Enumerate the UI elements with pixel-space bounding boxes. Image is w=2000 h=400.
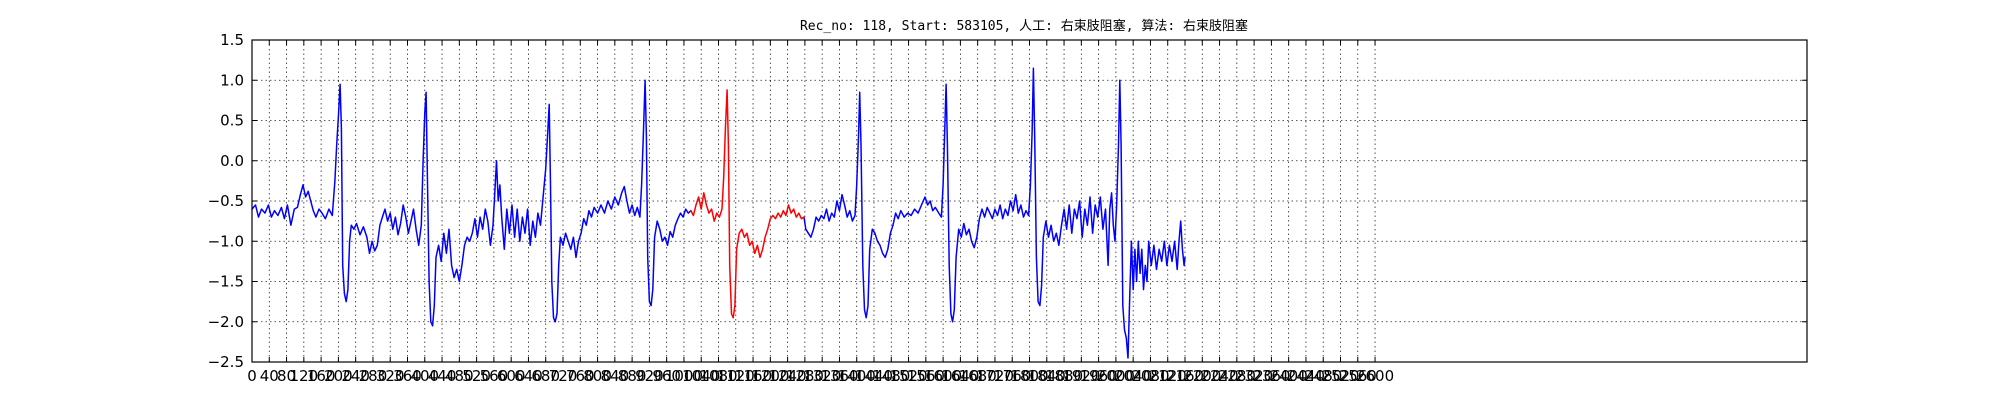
x-tick-label: 2240 [1200,367,1238,385]
x-tick-label: 1960 [1080,367,1118,385]
x-tick-label: 1240 [769,367,807,385]
series-layer [251,67,1186,359]
x-tick-label: 2560 [1339,367,1377,385]
x-tick-label: 2400 [1270,367,1308,385]
x-tick-label: 600 [497,367,526,385]
x-tick-label: 520 [462,367,491,385]
x-tick-label: 1160 [734,367,772,385]
x-tick-label: 480 [445,367,474,385]
y-tick-label: 0.5 [220,112,244,130]
x-tick-label: 0 [247,367,257,385]
x-tick-labels: 0 408012016020024028032036040044048052056… [247,367,1394,385]
x-tick-label: 2520 [1321,367,1359,385]
x-tick-label: 880 [618,367,647,385]
x-tick-label: 1800 [1010,367,1048,385]
x-tick-label: 2480 [1304,367,1342,385]
x-tick-label: 1000 [665,367,703,385]
x-tick-label: 40 [260,367,279,385]
x-tick-label: 280 [359,367,388,385]
x-tick-label: 2000 [1097,367,1135,385]
blue-series-line-1 [803,67,1186,359]
y-tick-label: −1.5 [208,273,244,291]
x-tick-label: 2080 [1131,367,1169,385]
x-tick-label: 1920 [1062,367,1100,385]
y-tick-labels: −2.5 −2.0 −1.5 −1.0 −0.5 0.0 0.5 1.0 1.5 [208,31,244,371]
x-tick-label: 1040 [682,367,720,385]
x-tick-label: 920 [635,367,664,385]
x-tick-label: 680 [531,367,560,385]
x-tick-label: 1400 [838,367,876,385]
x-tick-label: 960 [652,367,681,385]
x-tick-label: 1640 [941,367,979,385]
x-tick-label: 760 [566,367,595,385]
x-tick-label: 560 [480,367,509,385]
chart-title: Rec_no: 118, Start: 583105, 人工: 右束肢阻塞, 算… [800,18,1248,34]
y-tick-label: 1.0 [220,71,244,89]
x-tick-label: 1320 [803,367,841,385]
blue-series-line-0 [251,79,692,327]
y-tick-label: 1.5 [220,31,244,49]
y-tick-label: −1.0 [208,232,244,250]
x-tick-label: 320 [376,367,405,385]
x-tick-label: 200 [324,367,353,385]
x-tick-label: 1720 [976,367,1014,385]
y-tick-label: 0.0 [220,152,244,170]
x-tick-label: 1360 [820,367,858,385]
x-tick-label: 2280 [1218,367,1256,385]
x-tick-label: 360 [393,367,422,385]
x-tick-label: 240 [341,367,370,385]
y-tick-label: −2.5 [208,353,244,371]
x-tick-label: 2320 [1235,367,1273,385]
x-tick-label: 2200 [1183,367,1221,385]
x-tick-label: 1520 [889,367,927,385]
y-tick-label: −2.0 [208,313,244,331]
x-tick-label: 1760 [993,367,1031,385]
x-tick-label: 1880 [1045,367,1083,385]
x-tick-label: 840 [601,367,630,385]
x-tick-label: 2120 [1149,367,1187,385]
x-tick-label: 440 [428,367,457,385]
x-tick-label: 400 [410,367,439,385]
x-tick-label: 2040 [1114,367,1152,385]
x-tick-label: 800 [583,367,612,385]
x-tick-label: 1280 [786,367,824,385]
x-tick-label: 1480 [872,367,910,385]
x-tick-label: 1560 [907,367,945,385]
x-tick-label: 1600 [924,367,962,385]
x-tick-label: 1440 [855,367,893,385]
tick-marks [251,39,1807,363]
x-tick-label: 720 [549,367,578,385]
x-tick-label: 80 [277,367,296,385]
x-tick-label: 1120 [717,367,755,385]
x-tick-label: 2600 [1356,367,1394,385]
x-tick-label: 2160 [1166,367,1204,385]
x-tick-label: 2360 [1252,367,1290,385]
y-tick-label: −0.5 [208,192,244,210]
x-tick-label: 640 [514,367,543,385]
x-tick-label: 1840 [1028,367,1066,385]
red-series-line-0 [690,89,805,319]
x-tick-label: 160 [307,367,336,385]
x-tick-label: 1080 [699,367,737,385]
x-tick-label: 1680 [959,367,997,385]
x-tick-label: 2440 [1287,367,1325,385]
x-tick-label: 120 [290,367,319,385]
x-tick-label: 1200 [751,367,789,385]
